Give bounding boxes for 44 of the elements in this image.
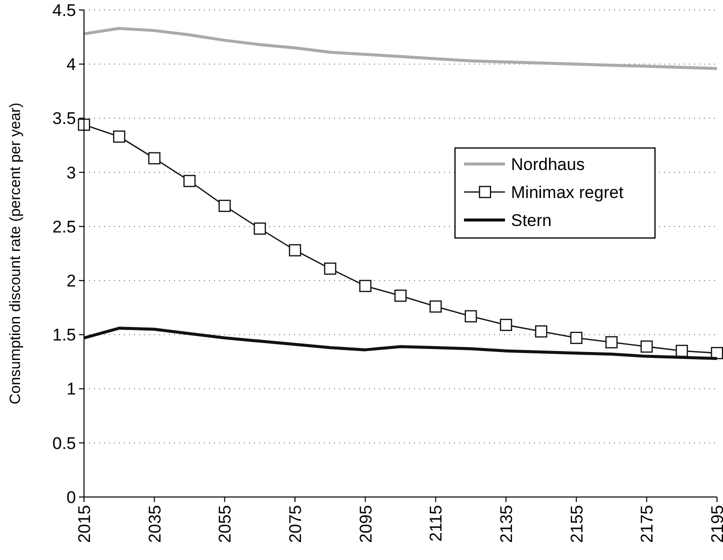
point: [254, 222, 266, 235]
legend-label: Minimax regret: [511, 182, 624, 202]
x-tick-label: 2115: [426, 505, 446, 542]
point: [500, 318, 512, 332]
point: [359, 280, 372, 292]
legend-label: Nordhaus: [511, 154, 585, 174]
y-tick-label: 1: [66, 380, 76, 399]
point: [710, 346, 723, 360]
point: [78, 118, 90, 131]
y-tick-label: 3.5: [52, 109, 76, 128]
x-tick-label: 2135: [496, 505, 516, 543]
point: [148, 152, 160, 164]
y-tick-label: 4.5: [52, 0, 76, 20]
point: [394, 290, 407, 302]
y-axis-title: Consumption discount rate (percent per year): [7, 102, 24, 404]
point: [640, 340, 653, 353]
point: [183, 174, 196, 188]
x-tick-label: 2095: [356, 505, 376, 543]
point: [464, 310, 477, 322]
x-tick-label: 2055: [216, 505, 235, 543]
point: [605, 336, 618, 348]
point: [570, 332, 582, 344]
point: [324, 262, 336, 275]
x-tick-label: 2035: [145, 505, 164, 543]
y-tick-label: 0.5: [52, 434, 76, 453]
point: [218, 200, 231, 212]
y-tick-label: 2: [66, 272, 76, 291]
y-tick-label: 0: [66, 488, 76, 507]
point: [113, 130, 126, 143]
x-tick-label: 2155: [567, 505, 586, 543]
line-series: [82, 26, 718, 70]
y-tick-label: 4: [66, 55, 76, 74]
legend-label: Stern: [511, 210, 552, 230]
x-tick-label: 2075: [286, 505, 305, 543]
x-tick-label: 2195: [708, 505, 723, 543]
x-tick-label: 2015: [74, 505, 94, 543]
point: [535, 325, 548, 338]
x-tick-label: 2175: [638, 505, 657, 543]
point: [288, 244, 302, 256]
point: [430, 300, 442, 313]
y-tick-label: 2.5: [52, 217, 76, 236]
point: [676, 344, 688, 357]
y-tick-label: 3: [66, 163, 76, 182]
y-tick-label: 1.5: [52, 326, 76, 345]
